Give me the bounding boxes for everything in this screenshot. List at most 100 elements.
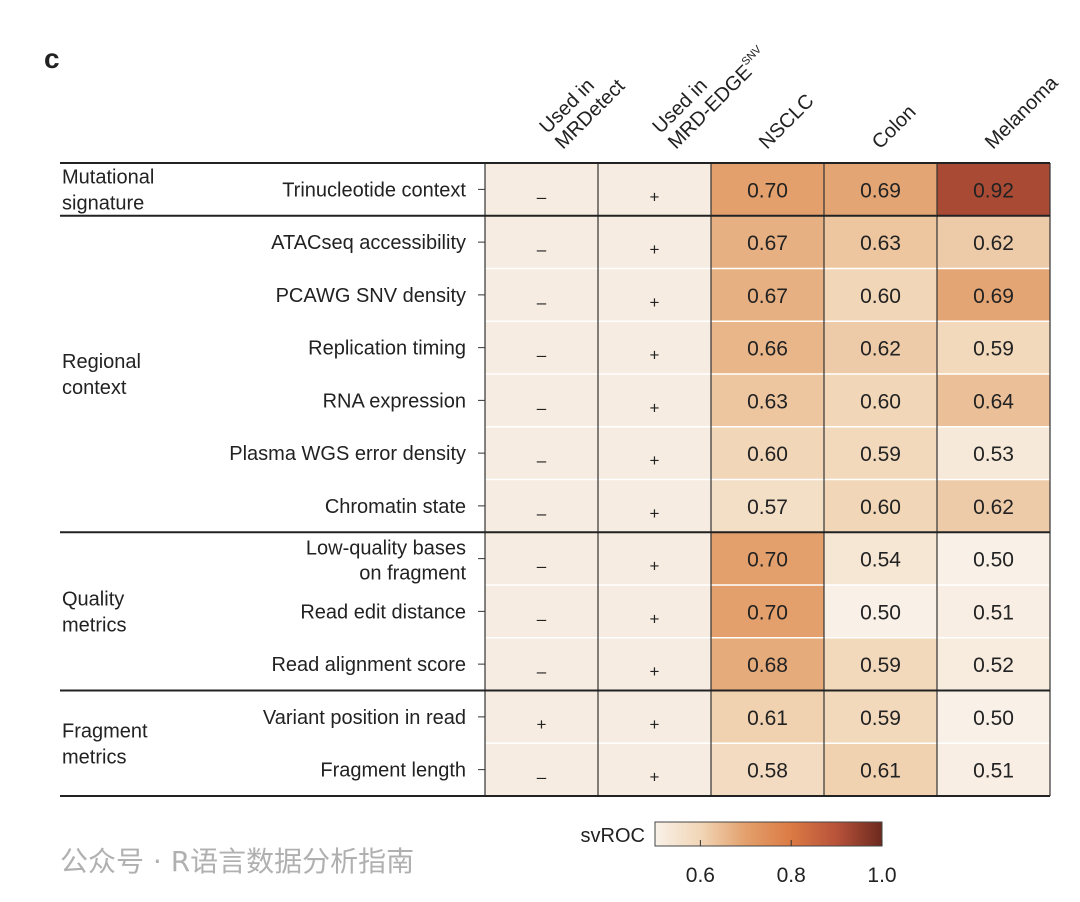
edge-mark: + xyxy=(650,293,660,312)
cell-value-label: 0.51 xyxy=(973,760,1014,783)
cell-value-label: 0.59 xyxy=(860,654,901,677)
heatmap-cell xyxy=(711,163,824,216)
heatmap-cell xyxy=(824,690,937,744)
heatmap-cell xyxy=(937,690,1050,744)
cell-value-label: 0.51 xyxy=(973,601,1014,624)
column-header: NSCLC xyxy=(755,90,818,153)
cell-value-label: 0.50 xyxy=(973,707,1014,730)
cell-value-label: 0.69 xyxy=(973,285,1014,308)
usage-cell xyxy=(485,532,598,585)
table-row: – +0.66 0.62 0.59 Replication timing xyxy=(308,321,1050,374)
group-label: metrics xyxy=(62,746,126,768)
edge-mark: + xyxy=(650,715,660,734)
cell-value-label: 0.63 xyxy=(860,232,901,255)
cell-value-label: 0.50 xyxy=(860,601,901,624)
group-label: context xyxy=(62,377,127,399)
row-label: Fragment length xyxy=(320,760,466,782)
table-row: – +0.70 0.69 0.92 Trinucleotide context xyxy=(282,163,1050,216)
usage-cell xyxy=(485,637,598,691)
usage-cell xyxy=(485,426,598,480)
cell-value-label: 0.54 xyxy=(860,549,901,572)
usage-cell xyxy=(485,215,598,269)
usage-cell xyxy=(485,479,598,533)
usage-cell xyxy=(598,268,711,322)
group-label: Fragment xyxy=(62,720,148,742)
row-label: Chromatin state xyxy=(325,496,466,518)
usage-cell xyxy=(598,585,711,638)
heatmap-cell xyxy=(824,743,937,796)
mrdetect-mark: – xyxy=(537,398,547,417)
mrdetect-mark: – xyxy=(537,504,547,523)
usage-cell xyxy=(485,585,598,638)
heatmap-cell xyxy=(937,479,1050,533)
cell-value-label: 0.62 xyxy=(860,338,901,361)
column-header-label: Melanoma xyxy=(981,71,1063,153)
edge-mark: + xyxy=(650,609,660,628)
table-row: – +0.68 0.59 0.52 Read alignment score xyxy=(271,637,1050,691)
mrdetect-mark: – xyxy=(537,240,547,259)
mrdetect-mark: – xyxy=(537,768,547,787)
table-row: – +0.67 0.63 0.62 ATACseq accessibility xyxy=(271,215,1050,269)
row-label: Trinucleotide context xyxy=(282,179,466,201)
mrdetect-mark: – xyxy=(537,662,547,681)
table-row: – +0.57 0.60 0.62 Chromatin state xyxy=(325,479,1050,533)
column-header: Melanoma xyxy=(981,71,1063,153)
watermark: 公众号 · R语言数据分析指南 xyxy=(60,845,415,878)
usage-cell xyxy=(485,268,598,322)
cell-value-label: 0.59 xyxy=(860,443,901,466)
heatmap-cell xyxy=(824,532,937,585)
heatmap-cell xyxy=(937,163,1050,216)
mrdetect-mark: – xyxy=(537,557,547,576)
usage-cell xyxy=(598,690,711,744)
usage-cell xyxy=(485,743,598,796)
heatmap-cell xyxy=(824,374,937,427)
cell-value-label: 0.70 xyxy=(747,179,788,202)
usage-cell xyxy=(598,163,711,216)
row-label: Variant position in read xyxy=(263,707,466,729)
row-label: Read alignment score xyxy=(271,654,466,676)
row-label: ATACseq accessibility xyxy=(271,232,466,254)
mrdetect-mark: – xyxy=(537,187,547,206)
heatmap-cell xyxy=(711,215,824,269)
edge-mark: + xyxy=(650,557,660,576)
heatmap-cell xyxy=(937,532,1050,585)
cell-value-label: 0.50 xyxy=(973,549,1014,572)
colorbar-tick-label: 1.0 xyxy=(867,864,896,887)
usage-cell xyxy=(485,690,598,744)
heatmap-cell xyxy=(824,479,937,533)
heatmap-cell xyxy=(937,215,1050,269)
usage-cell xyxy=(598,743,711,796)
row-label: RNA expression xyxy=(323,390,466,412)
heatmap-cell xyxy=(937,268,1050,322)
heatmap-cell xyxy=(711,743,824,796)
edge-mark: + xyxy=(650,662,660,681)
table-row: – +0.60 0.59 0.53 Plasma WGS error density xyxy=(229,426,1050,480)
cell-value-label: 0.52 xyxy=(973,654,1014,677)
column-header: Colon xyxy=(868,101,921,154)
cell-value-label: 0.70 xyxy=(747,549,788,572)
cell-value-label: 0.61 xyxy=(747,707,788,730)
heatmap-cell xyxy=(711,321,824,374)
edge-mark: + xyxy=(650,768,660,787)
cell-value-label: 0.60 xyxy=(860,390,901,413)
cell-value-label: 0.58 xyxy=(747,760,788,783)
cell-value-label: 0.70 xyxy=(747,601,788,624)
heatmap-cell xyxy=(711,268,824,322)
usage-cell xyxy=(598,637,711,691)
usage-cell xyxy=(485,374,598,427)
cell-value-label: 0.60 xyxy=(860,496,901,519)
heatmap-cell xyxy=(824,268,937,322)
cell-value-label: 0.68 xyxy=(747,654,788,677)
cell-value-label: 0.62 xyxy=(973,232,1014,255)
edge-mark: + xyxy=(650,187,660,206)
heatmap-cell xyxy=(711,585,824,638)
column-header-superscript: SNV xyxy=(740,43,765,68)
colorbar xyxy=(654,821,883,847)
heatmap-cell xyxy=(711,374,824,427)
cell-value-label: 0.63 xyxy=(747,390,788,413)
edge-mark: + xyxy=(650,346,660,365)
